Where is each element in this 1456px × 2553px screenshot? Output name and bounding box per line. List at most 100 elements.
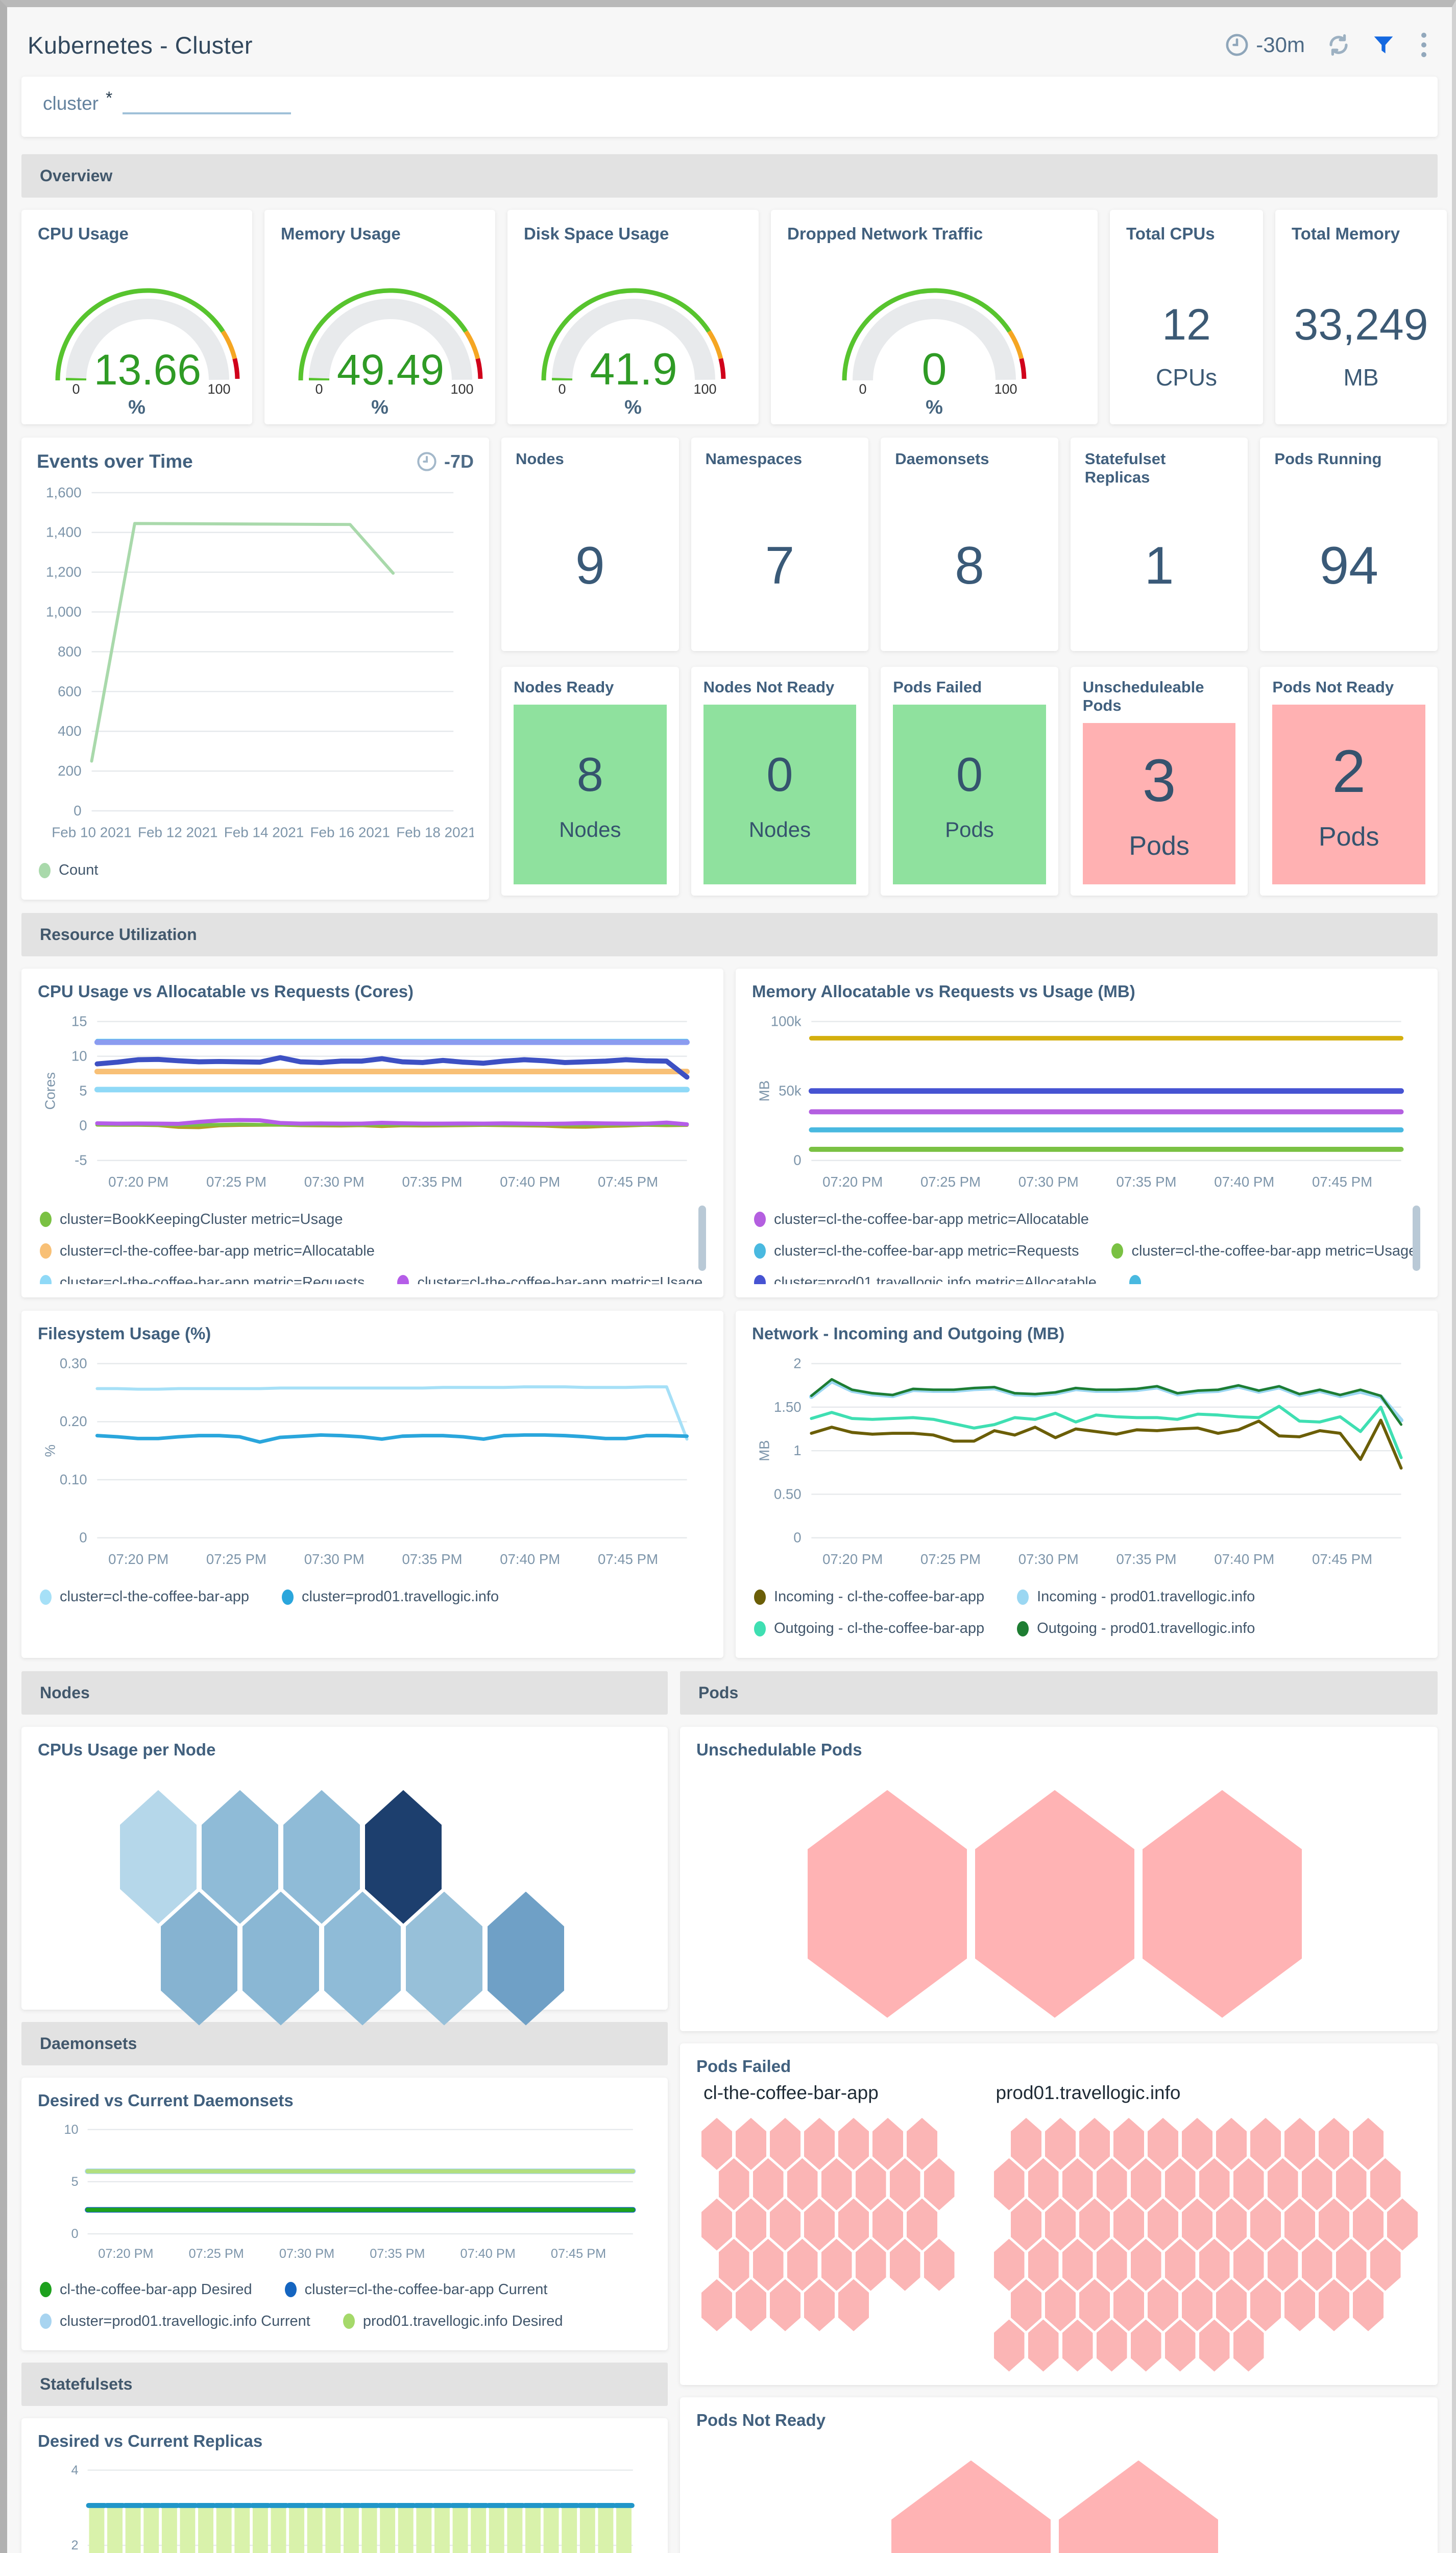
hexagon[interactable] (202, 1790, 278, 1924)
hexagon[interactable] (1028, 2158, 1059, 2210)
legend-item[interactable]: cl-the-coffee-bar-app Desired (40, 2274, 252, 2305)
hexagon[interactable] (701, 2198, 732, 2251)
hexagon[interactable] (1233, 2319, 1264, 2372)
legend-item[interactable]: cluster=cl-the-coffee-bar-app (40, 1581, 249, 1613)
legend-item[interactable]: Outgoing - cl-the-coffee-bar-app (754, 1613, 984, 1645)
hexagon[interactable] (1096, 2158, 1127, 2210)
hexagon[interactable] (770, 2198, 800, 2251)
hexagon[interactable] (855, 2238, 886, 2291)
hexagon[interactable] (701, 2117, 732, 2170)
legend-item[interactable]: Outgoing - prod01.travellogic.info (1017, 1613, 1255, 1645)
cluster-filter-input[interactable] (123, 90, 292, 114)
hexagon[interactable] (1370, 2158, 1401, 2210)
hexagon[interactable] (1182, 2198, 1212, 2251)
hexagon[interactable] (1301, 2158, 1332, 2210)
hexagon[interactable] (488, 1891, 564, 2026)
legend-scrollbar[interactable] (1413, 1206, 1420, 1271)
hexagon[interactable] (1233, 2158, 1264, 2210)
hexagon[interactable] (1130, 2319, 1161, 2372)
legend-item[interactable]: cluster=prod01.travellogic.info (282, 1581, 499, 1613)
hexagon[interactable] (1301, 2238, 1332, 2291)
hexagon[interactable] (1045, 2117, 1076, 2170)
hexagon[interactable] (1130, 2158, 1161, 2210)
hexagon[interactable] (1164, 2238, 1196, 2291)
hexagon[interactable] (1062, 2319, 1093, 2372)
hexagon[interactable] (889, 2158, 920, 2210)
hexagon[interactable] (736, 2279, 766, 2331)
hexagon[interactable] (365, 1790, 442, 1924)
hexagon[interactable] (1250, 2279, 1281, 2331)
more-options-button[interactable] (1416, 31, 1431, 59)
hexagon[interactable] (1011, 2279, 1041, 2331)
hexagon[interactable] (1130, 2238, 1161, 2291)
hexagon[interactable] (1045, 2279, 1076, 2331)
hexagon[interactable] (1113, 2279, 1144, 2331)
legend-item[interactable]: cluster=prod01.travellogic.info metric=A… (754, 1267, 1097, 1285)
hexagon[interactable] (804, 2117, 835, 2170)
hexagon[interactable] (1148, 2117, 1178, 2170)
hexagon[interactable] (1011, 2198, 1041, 2251)
legend-item[interactable]: cluster=prod01.travellogic.info Current (40, 2305, 310, 2337)
hexagon[interactable] (808, 1790, 967, 2018)
legend-item[interactable]: Count (39, 855, 98, 886)
hexagon[interactable] (1284, 2279, 1315, 2331)
hexagon[interactable] (1387, 2198, 1418, 2251)
hexagon[interactable] (924, 2158, 955, 2210)
hexagon[interactable] (1216, 2117, 1247, 2170)
hexagon[interactable] (1353, 2198, 1384, 2251)
hexagon[interactable] (1336, 2158, 1367, 2210)
legend-item[interactable]: Incoming - cl-the-coffee-bar-app (754, 1581, 984, 1613)
hexagon[interactable] (736, 2117, 766, 2170)
time-range-control[interactable]: -30m (1225, 33, 1305, 57)
hexagon[interactable] (753, 2158, 784, 2210)
hexagon[interactable] (1096, 2319, 1127, 2372)
hexagon[interactable] (1353, 2279, 1384, 2331)
hexagon[interactable] (1319, 2117, 1349, 2170)
hexagon[interactable] (1216, 2198, 1247, 2251)
hexagon[interactable] (1079, 2279, 1110, 2331)
hexagon[interactable] (975, 1790, 1134, 2018)
hexagon[interactable] (838, 2198, 869, 2251)
hexagon[interactable] (753, 2238, 784, 2291)
hexagon[interactable] (1096, 2238, 1127, 2291)
hexagon[interactable] (1353, 2117, 1384, 2170)
hexagon[interactable] (1284, 2198, 1315, 2251)
legend-item[interactable]: cluster=cl-the-coffee-bar-app metric=All… (40, 1235, 375, 1267)
hexagon[interactable] (1233, 2238, 1264, 2291)
hexagon[interactable] (1113, 2198, 1144, 2251)
legend-item[interactable]: prod01.travellogic.info Desired (343, 2305, 563, 2337)
legend-item[interactable]: cluster=cl-the-coffee-bar-app metric=Usa… (1111, 1235, 1417, 1267)
hexagon[interactable] (889, 2238, 920, 2291)
legend-item[interactable]: cluster=BookKeepingCluster metric=Usage (40, 1203, 343, 1235)
hexagon[interactable] (1199, 2238, 1230, 2291)
refresh-button[interactable] (1326, 33, 1351, 57)
hexagon[interactable] (718, 2238, 749, 2291)
hexagon[interactable] (1370, 2238, 1401, 2291)
hexagon[interactable] (1199, 2158, 1230, 2210)
hexagon[interactable] (120, 1790, 197, 1924)
hexagon[interactable] (701, 2279, 732, 2331)
hexagon[interactable] (718, 2158, 749, 2210)
hexagon[interactable] (838, 2117, 869, 2170)
hexagon[interactable] (1319, 2279, 1349, 2331)
hexagon[interactable] (736, 2198, 766, 2251)
hexagon[interactable] (1148, 2279, 1178, 2331)
hexagon[interactable] (993, 2319, 1025, 2372)
hexagon[interactable] (924, 2238, 955, 2291)
hexagon[interactable] (821, 2238, 852, 2291)
hexagon[interactable] (787, 2238, 818, 2291)
panel-time-range[interactable]: -7D (417, 451, 474, 472)
hexagon[interactable] (1079, 2117, 1110, 2170)
legend-item[interactable]: cluster=cl-the-coffee-bar-app Current (284, 2274, 547, 2305)
legend-item[interactable]: cluster=cl-the-coffee-bar-app metric=Usa… (397, 1267, 702, 1285)
hexagon[interactable] (993, 2238, 1025, 2291)
hexagon[interactable] (1062, 2238, 1093, 2291)
hexagon[interactable] (804, 2198, 835, 2251)
hexagon[interactable] (1113, 2117, 1144, 2170)
hexagon[interactable] (1336, 2238, 1367, 2291)
legend-item[interactable]: Incoming - prod01.travellogic.info (1017, 1581, 1255, 1613)
hexagon[interactable] (1143, 1790, 1302, 2018)
legend-item[interactable] (1129, 1267, 1395, 1285)
hexagon[interactable] (283, 1790, 360, 1924)
hexagon[interactable] (1045, 2198, 1076, 2251)
